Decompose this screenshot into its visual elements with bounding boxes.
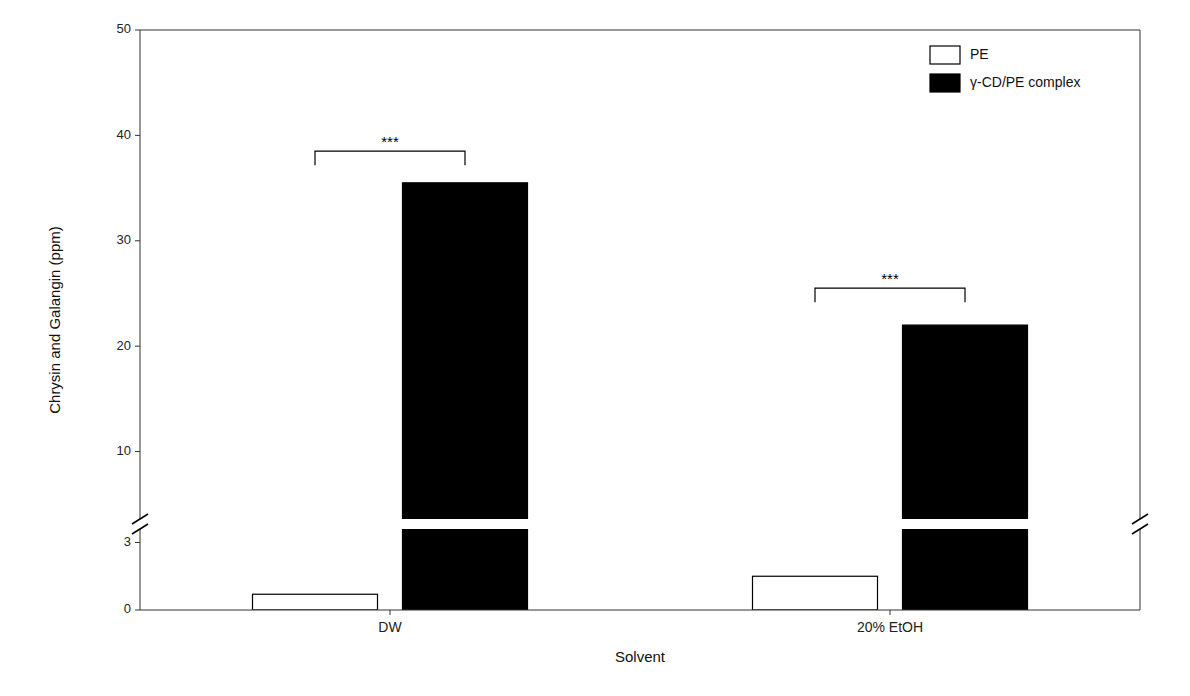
chart: 0 3 10 20 30 40 50 DW 20% EtOH Solvent Chrysin and… [0, 0, 1190, 696]
y-tick [135, 30, 140, 31]
x-tick [890, 610, 891, 615]
legend-label: PE [970, 46, 989, 62]
x-tick-label: DW [378, 619, 402, 635]
y-axis-label: Chrysin and Galangin (ppm) [46, 226, 63, 414]
legend-swatch [930, 74, 960, 92]
y-tick-label: 0 [124, 601, 131, 616]
bar [253, 594, 378, 610]
x-tick-label: 20% EtOH [857, 619, 923, 635]
axis-frame [140, 529, 1140, 610]
axis-frame [140, 30, 1140, 519]
y-tick-label: 3 [124, 534, 131, 549]
y-tick [135, 240, 140, 241]
bar [903, 325, 1028, 610]
bars [253, 183, 1028, 610]
y-tick-label: 50 [117, 21, 131, 36]
y-tick [135, 610, 140, 611]
y-tick [135, 542, 140, 543]
y-tick [135, 135, 140, 136]
legend-swatch [930, 46, 960, 64]
annotation: *** [381, 133, 399, 150]
bar [753, 576, 878, 610]
significance-bracket [815, 288, 965, 302]
bar [403, 183, 528, 610]
axis-break [1132, 514, 1148, 524]
y-tick [135, 346, 140, 347]
y-tick-label: 40 [117, 127, 131, 142]
legend: PE γ-CD/PE complex [930, 46, 1080, 92]
axis-break [132, 524, 148, 534]
y-tick-label: 30 [117, 232, 131, 247]
y-tick-label: 10 [117, 443, 131, 458]
x-axis-label: Solvent [615, 648, 666, 665]
significance-bracket [315, 151, 465, 165]
y-tick [135, 451, 140, 452]
axis-break [132, 514, 148, 524]
x-tick [390, 610, 391, 615]
axis-break [1132, 524, 1148, 534]
legend-label: γ-CD/PE complex [970, 74, 1080, 90]
y-tick-label: 20 [117, 338, 131, 353]
annotation: *** [881, 270, 899, 287]
